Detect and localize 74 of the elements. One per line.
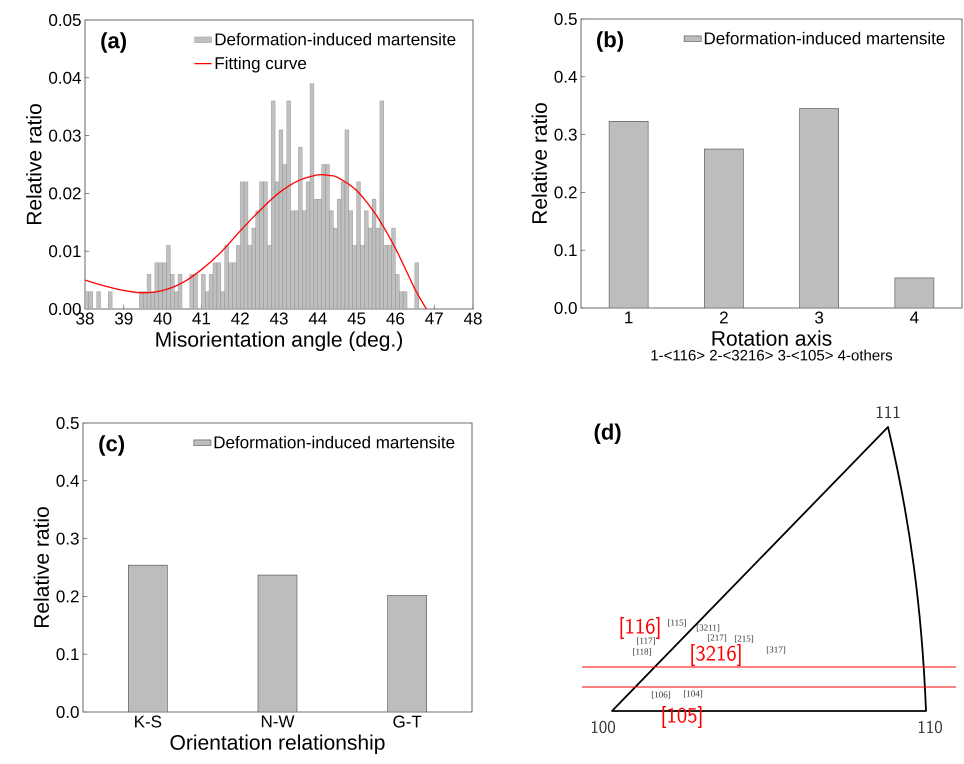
- text: [105]: [662, 706, 702, 728]
- y-tick-label: 0.2: [554, 186, 577, 198]
- text: (d): [594, 424, 621, 444]
- legend-label: Fitting curve: [216, 56, 306, 73]
- text: [317]: [766, 646, 786, 654]
- y-tick-label: 0.1: [554, 244, 577, 256]
- text: 110: [918, 720, 942, 734]
- x-tick-label: 46: [386, 312, 404, 325]
- text: 1-<116> 2-<3216> 3-<105> 4-others: [651, 350, 892, 361]
- y-tick-label: 0.4: [56, 474, 79, 487]
- text: 111: [876, 406, 900, 418]
- y-tick-label: 0.01: [49, 245, 81, 258]
- x-tick-label: 4: [910, 312, 919, 324]
- text: [215]: [734, 635, 754, 643]
- y-tick-label: 0.02: [49, 187, 81, 200]
- x-tick-label: 48: [464, 312, 482, 325]
- text: (c): [99, 435, 124, 456]
- x-tick-label: 47: [425, 312, 443, 324]
- bar: [799, 108, 839, 308]
- x-axis-title: Rotation axis: [712, 330, 832, 346]
- y-tick-label: 0.5: [554, 12, 577, 26]
- x-tick-label: 42: [231, 312, 249, 324]
- y-tick-label: 0.04: [49, 72, 81, 84]
- x-tick-label: 44: [308, 312, 327, 324]
- x-tick-label: N-W: [262, 716, 294, 728]
- bar: [608, 121, 648, 308]
- x-tick-label: 2: [720, 312, 728, 324]
- line-series: [85, 174, 428, 309]
- x-tick-label: 43: [270, 312, 288, 325]
- text: [217]: [708, 634, 726, 642]
- y-tick-label: 0.3: [56, 532, 79, 545]
- bar: [258, 574, 298, 712]
- x-tick-label: 45: [348, 312, 366, 324]
- x-tick-label: 38: [76, 312, 94, 325]
- y-tick-label: 0.00: [49, 302, 81, 316]
- legend-label: Deformation-induced martensite: [704, 32, 945, 44]
- x-tick-label: 40: [154, 312, 172, 325]
- text: [118]: [633, 648, 651, 656]
- x-tick-label: 1: [625, 312, 633, 324]
- text: [117]: [637, 637, 655, 645]
- text: [115]: [668, 619, 686, 627]
- text: [116]: [620, 617, 660, 639]
- legend-label: Deformation-induced martensite: [216, 32, 456, 46]
- text: 100: [592, 720, 615, 734]
- text: [106]: [652, 691, 670, 699]
- y-tick-label: 0.2: [56, 590, 79, 602]
- x-tick-label: K-S: [135, 716, 162, 728]
- y-tick-label: 0.3: [554, 128, 577, 141]
- x-axis-title: Misorientation angle (deg.): [156, 331, 402, 352]
- y-tick-label: 0.0: [554, 302, 577, 314]
- x-tick-label: 39: [114, 312, 132, 325]
- y-tick-label: 0.05: [49, 14, 81, 26]
- bar: [128, 564, 168, 712]
- y-axis-title: Relative ratio: [532, 103, 547, 224]
- y-tick-label: 0.5: [56, 416, 79, 430]
- text: [104]: [684, 690, 702, 698]
- y-tick-label: 0.4: [554, 70, 577, 83]
- y-axis-title: Relative ratio: [34, 507, 49, 628]
- text: [3211]: [696, 624, 720, 632]
- text: (a): [101, 32, 126, 53]
- x-tick-label: G-T: [393, 716, 422, 728]
- y-axis-title: Relative ratio: [26, 104, 42, 224]
- text: [3216]: [691, 644, 741, 666]
- bar: [704, 148, 744, 308]
- y-tick-label: 0.1: [56, 648, 79, 660]
- x-axis-title: Orientation relationship: [170, 734, 385, 754]
- y-tick-label: 0.03: [49, 130, 81, 142]
- bar: [387, 594, 427, 712]
- text: (b): [597, 31, 623, 52]
- legend-label: Deformation-induced martensite: [214, 436, 454, 448]
- x-tick-label: 41: [192, 312, 210, 324]
- x-tick-label: 3: [815, 312, 824, 324]
- y-tick-label: 0.0: [56, 706, 79, 718]
- bar: [894, 278, 934, 308]
